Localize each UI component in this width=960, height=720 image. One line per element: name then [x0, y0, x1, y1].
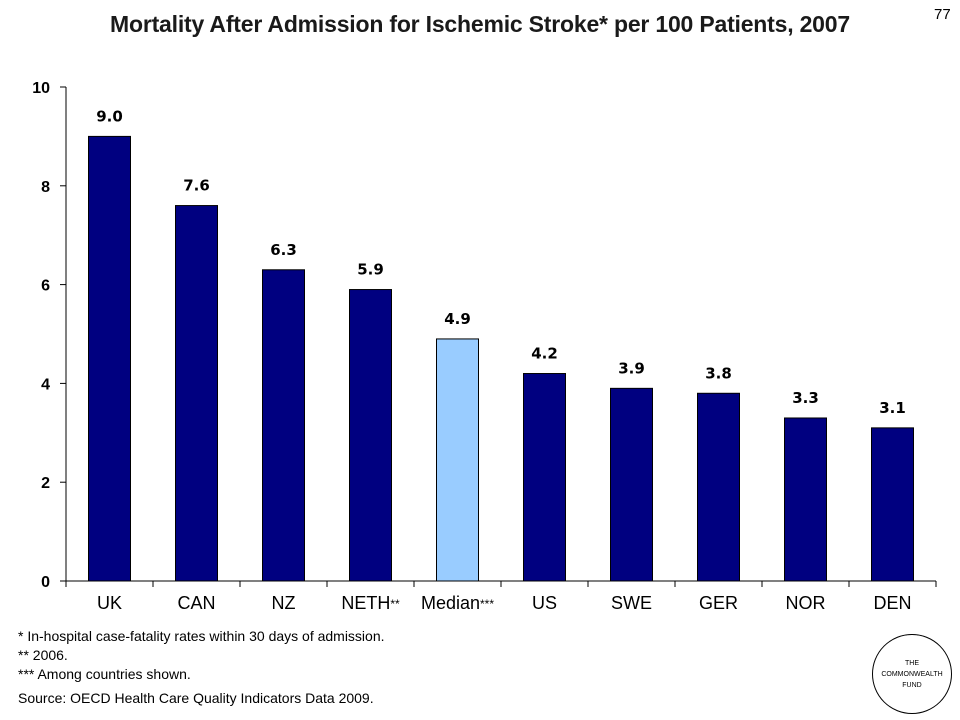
y-tick-label: 2	[41, 475, 50, 492]
data-labels: 9.0 7.6 6.3 5.9 4.9 4.2 3.9 3.8 3.3 3.1	[96, 107, 906, 416]
bar-median	[436, 338, 479, 582]
page-number: 77	[934, 6, 951, 23]
footnote-3: *** Among countries shown.	[18, 666, 191, 682]
data-label: 4.2	[531, 345, 558, 363]
footnote-1: * In-hospital case-fatality rates within…	[18, 628, 385, 644]
category-label: UK	[97, 593, 122, 613]
y-tick-label: 0	[41, 574, 50, 591]
category-label: Median***	[421, 593, 494, 613]
logo-line-2: COMMONWEALTH	[881, 670, 943, 678]
category-label: GER	[699, 593, 738, 613]
logo-line-3: FUND	[902, 681, 922, 689]
category-labels: UK CAN NZ NETH** Median*** US SWE GER NOR DEN	[97, 593, 912, 613]
category-label: DEN	[873, 593, 911, 613]
category-label: NOR	[786, 593, 826, 613]
category-label: CAN	[177, 593, 215, 613]
y-tick-label: 10	[32, 80, 50, 97]
bar-ger	[697, 392, 740, 582]
category-label: SWE	[611, 593, 652, 613]
bar-nor	[784, 417, 827, 582]
data-label: 3.9	[618, 359, 645, 377]
bar-us	[523, 373, 566, 582]
bar-uk	[88, 135, 131, 582]
x-axis	[65, 580, 937, 587]
data-label: 7.6	[183, 177, 210, 195]
data-label: 3.8	[705, 364, 732, 382]
bar-can	[175, 205, 218, 582]
data-label: 3.3	[792, 389, 819, 407]
y-tick-label: 8	[41, 179, 50, 196]
data-label: 3.1	[879, 399, 906, 417]
bar-neth	[349, 289, 392, 582]
footnote-2: ** 2006.	[18, 647, 68, 663]
category-footnote-marker: ***	[480, 597, 494, 611]
data-label: 6.3	[270, 241, 297, 259]
bar-swe	[610, 387, 653, 582]
data-label: 9.0	[96, 107, 123, 125]
y-tick-label: 4	[41, 376, 50, 393]
y-axis: 0 2 4 6 8 10	[32, 80, 67, 591]
bars	[88, 135, 914, 582]
data-label: 4.9	[444, 310, 471, 328]
bar-chart: 0 2 4 6 8 10 9.0 7.6 6.3 5.9 4.9 4.2 3.9 3.8 3.3 3.1 U…	[32, 80, 937, 613]
logo-line-1: THE	[905, 659, 919, 667]
category-label: US	[532, 593, 557, 613]
bar-nz	[262, 269, 305, 582]
chart-title: Mortality After Admission for Ischemic S…	[110, 11, 850, 37]
bar-den	[871, 427, 914, 582]
category-label: NETH**	[341, 593, 400, 613]
data-label: 5.9	[357, 261, 384, 279]
y-tick-label: 6	[41, 278, 50, 295]
footnotes: * In-hospital case-fatality rates within…	[18, 627, 385, 684]
category-footnote-marker: **	[390, 597, 400, 611]
source-note: Source: OECD Health Care Quality Indicat…	[18, 690, 374, 706]
category-label: NZ	[272, 593, 296, 613]
commonwealth-fund-logo: THE COMMONWEALTH FUND	[872, 634, 952, 714]
